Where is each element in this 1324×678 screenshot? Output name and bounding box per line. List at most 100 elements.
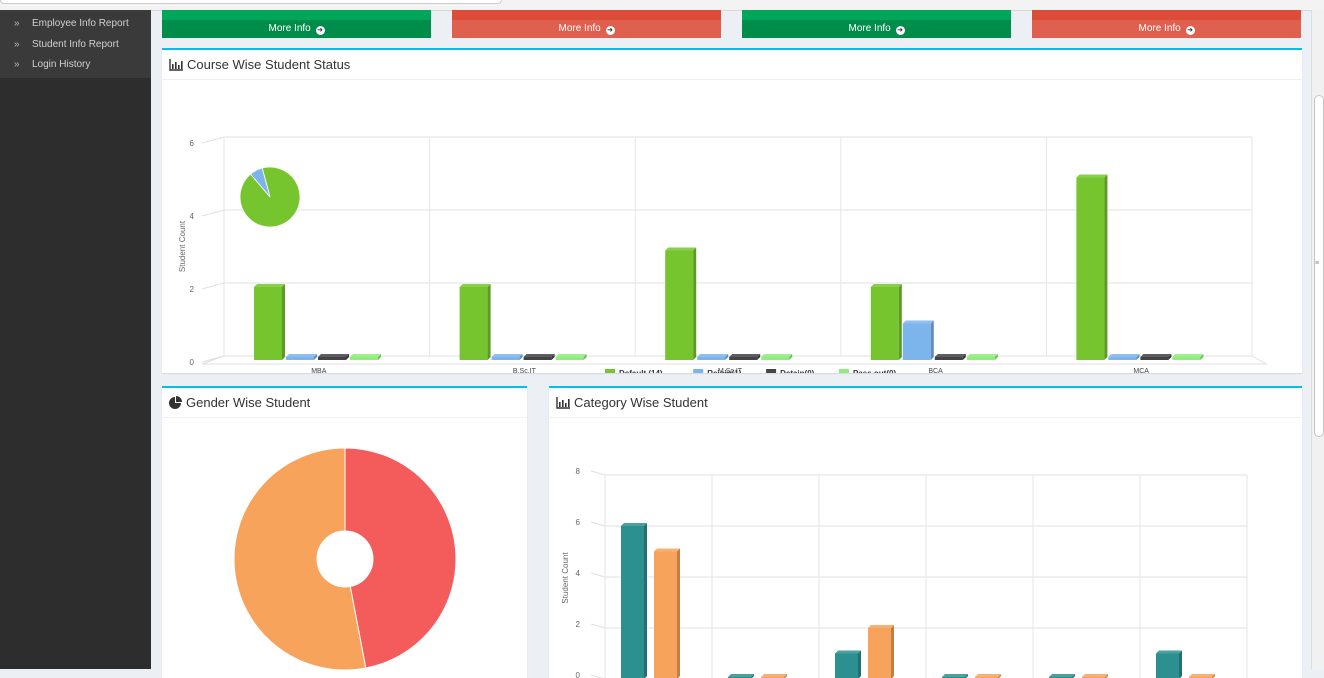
bar-category-4-1 (1082, 674, 1108, 678)
bar-B.Sc.IT-0 (460, 284, 491, 360)
bar-MCA-1 (1108, 354, 1139, 360)
bar-category-1-1 (761, 674, 787, 678)
pie-chart-icon (169, 390, 182, 419)
legend-item: Default (14) (619, 369, 663, 373)
more-info-link-2[interactable]: More Info ➜ (452, 20, 721, 38)
grid-line-side (591, 471, 605, 475)
stat-box-4: More Info ➜ (1032, 10, 1301, 38)
sidebar-report-menu: »Employee Info Report »Student Info Repo… (0, 10, 151, 78)
address-bar-edge (0, 0, 502, 4)
arrow-circle-right-icon: ➜ (896, 26, 905, 35)
legend-swatch (766, 369, 776, 373)
bar-category-5-0 (1156, 651, 1182, 678)
main-content: More Info ➜ More Info ➜ More Info ➜ More… (151, 10, 1311, 669)
sidebar-item-employee-info-report[interactable]: »Employee Info Report (0, 14, 151, 35)
box-header: Course Wise Student Status (162, 50, 1302, 80)
legend-item: Rejoin(1) (707, 369, 742, 373)
y-tick-label: 8 (576, 467, 581, 476)
stat-box-2: More Info ➜ (452, 10, 721, 38)
bar-category-4-0 (1049, 674, 1075, 678)
bar-BCA-2 (935, 354, 966, 360)
bar-category-5-1 (1189, 674, 1215, 678)
scrollbar-grip-icon: ≡ (1315, 262, 1321, 268)
bar-category-0-1 (654, 549, 680, 678)
bar-category-0-0 (621, 523, 647, 678)
legend-swatch (693, 369, 703, 373)
box-title: Category Wise Student (574, 395, 708, 410)
x-tick-label: MCA (1133, 368, 1149, 373)
gender-wise-box: Gender Wise Student (162, 386, 527, 678)
y-tick-label: 4 (576, 569, 581, 578)
grid-line-side (591, 573, 605, 577)
sidebar-item-login-history[interactable]: »Login History (0, 55, 151, 76)
sidebar-item-label: Student Info Report (32, 39, 119, 50)
bar-M.Sc.IT-2 (729, 354, 760, 360)
bar-BCA-3 (967, 354, 998, 360)
bar-B.Sc.IT-1 (492, 354, 523, 360)
arrow-circle-right-icon: ➜ (606, 26, 615, 35)
bar-MCA-3 (1172, 354, 1203, 360)
box-header: Gender Wise Student (162, 388, 527, 418)
legend-item: Pass out(0) (853, 369, 896, 373)
pie-slice (345, 448, 456, 668)
bar-BCA-1 (903, 321, 934, 361)
sidebar-item-label: Employee Info Report (32, 18, 129, 29)
y-tick-label: 2 (190, 285, 195, 294)
gender-wise-chart (162, 418, 527, 678)
more-info-link-1[interactable]: More Info ➜ (162, 20, 431, 38)
more-info-label: More Info (268, 23, 310, 34)
y-axis-title: Student Count (178, 220, 187, 272)
legend-item: Detain(0) (780, 369, 815, 373)
stat-box-1: More Info ➜ (162, 10, 431, 38)
bar-category-3-0 (942, 674, 968, 678)
bar-BCA-0 (871, 284, 902, 360)
grid-line-side (591, 522, 605, 526)
category-wise-chart: 0 2 4 6 8 Student Count (549, 418, 1302, 678)
bar-chart-icon (556, 390, 570, 419)
sidebar-item-student-info-report[interactable]: »Student Info Report (0, 35, 151, 56)
more-info-link-3[interactable]: More Info ➜ (742, 20, 1011, 38)
bar-M.Sc.IT-3 (761, 354, 792, 360)
bar-MCA-2 (1140, 354, 1171, 360)
bar-category-3-1 (975, 674, 1001, 678)
x-tick-label: MBA (311, 368, 327, 373)
y-tick-label: 6 (576, 518, 581, 527)
category-wise-box: Category Wise Student 0 2 4 6 8 Student Count (549, 386, 1302, 678)
more-info-label: More Info (558, 23, 600, 34)
arrow-circle-right-icon: ➜ (316, 26, 325, 35)
y-tick-label: 6 (190, 139, 195, 148)
grid-line-side (202, 210, 224, 216)
grid-line-side (202, 283, 224, 289)
bar-MBA-2 (318, 354, 349, 360)
sidebar-item-label: Login History (32, 59, 90, 70)
bar-category-1-0 (728, 674, 754, 678)
bar-category-2-0 (835, 651, 861, 678)
more-info-link-4[interactable]: More Info ➜ (1032, 20, 1301, 38)
x-tick-label: B.Sc.IT (513, 368, 537, 373)
y-tick-label: 0 (576, 671, 581, 678)
box-header: Category Wise Student (549, 388, 1302, 418)
legend-swatch (605, 369, 615, 373)
arrow-circle-right-icon: ➜ (1186, 26, 1195, 35)
y-tick-label: 2 (576, 620, 581, 629)
bar-B.Sc.IT-2 (524, 354, 555, 360)
box-title: Course Wise Student Status (187, 57, 350, 72)
sidebar: »Employee Info Report »Student Info Repo… (0, 10, 151, 669)
bar-chart-icon (169, 52, 183, 81)
stat-box-3: More Info ➜ (742, 10, 1011, 38)
bar-MBA-0 (254, 284, 285, 360)
more-info-label: More Info (848, 23, 890, 34)
more-info-label: More Info (1138, 23, 1180, 34)
y-axis-title: Student Count (561, 552, 570, 604)
grid-line-side (202, 137, 224, 143)
chevron-right-icon: » (14, 55, 32, 75)
y-tick-label: 4 (190, 212, 195, 221)
bar-MCA-0 (1076, 175, 1107, 361)
chevron-right-icon: » (14, 35, 32, 55)
box-title: Gender Wise Student (186, 395, 310, 410)
vertical-scrollbar[interactable]: ≡ (1311, 10, 1324, 669)
bar-category-2-1 (868, 625, 894, 678)
bar-M.Sc.IT-1 (697, 354, 728, 360)
chevron-right-icon: » (14, 14, 32, 34)
